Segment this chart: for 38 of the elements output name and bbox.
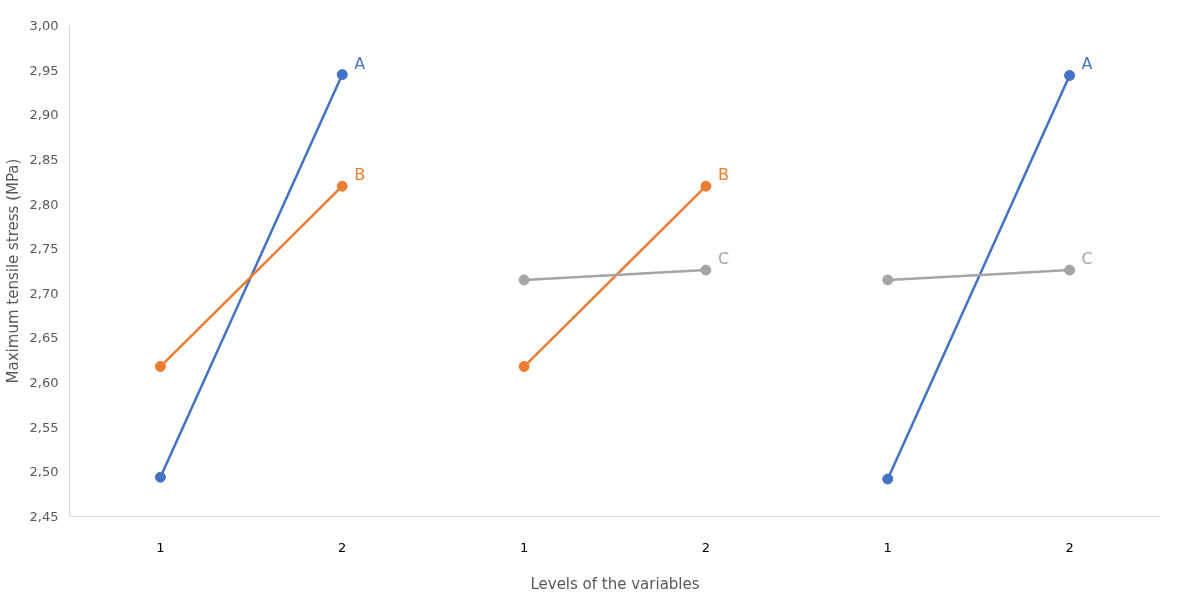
point <box>700 264 712 276</box>
y-tick-label: 2,75 <box>29 241 59 257</box>
y-tick-label: 2,55 <box>29 419 59 435</box>
point <box>518 361 530 373</box>
point <box>154 361 166 373</box>
y-tick-label: 2,95 <box>29 62 59 78</box>
x-tick-label: 1 <box>156 539 165 555</box>
x-tick-label: 2 <box>1065 539 1074 555</box>
y-axis-title: Maximum tensile stress (MPa) <box>3 158 22 384</box>
series-label: C <box>1081 249 1093 269</box>
y-tick-label: 2,45 <box>29 509 59 524</box>
x-tick-label: 1 <box>883 539 892 555</box>
point <box>336 69 348 81</box>
series-label: A <box>1081 54 1093 74</box>
series-label: C <box>717 249 730 269</box>
y-tick-label: 2,80 <box>29 196 59 212</box>
y-tick-label: 2,90 <box>29 107 59 123</box>
y-tick-label: 2,85 <box>29 151 59 167</box>
point <box>1064 70 1076 81</box>
y-tick-label: 2,65 <box>29 330 59 346</box>
y-tick-label: 3,00 <box>29 18 59 33</box>
point <box>1064 264 1076 276</box>
point <box>700 180 712 192</box>
series-label: B <box>354 165 366 185</box>
point <box>882 274 894 286</box>
y-tick-label: 2,50 <box>29 464 59 480</box>
point <box>518 274 530 286</box>
series-label: B <box>717 165 729 185</box>
series-label: A <box>354 53 366 73</box>
point <box>336 180 348 192</box>
y-tick-label: 2,60 <box>29 375 59 391</box>
x-tick-label: 1 <box>519 539 529 555</box>
point <box>882 473 894 485</box>
x-axis-title: Levels of the variables <box>530 574 700 593</box>
y-tick-label: 2,70 <box>29 285 59 301</box>
point <box>154 471 166 483</box>
x-tick-label: 2 <box>701 539 711 555</box>
x-tick-label: 2 <box>338 539 347 555</box>
